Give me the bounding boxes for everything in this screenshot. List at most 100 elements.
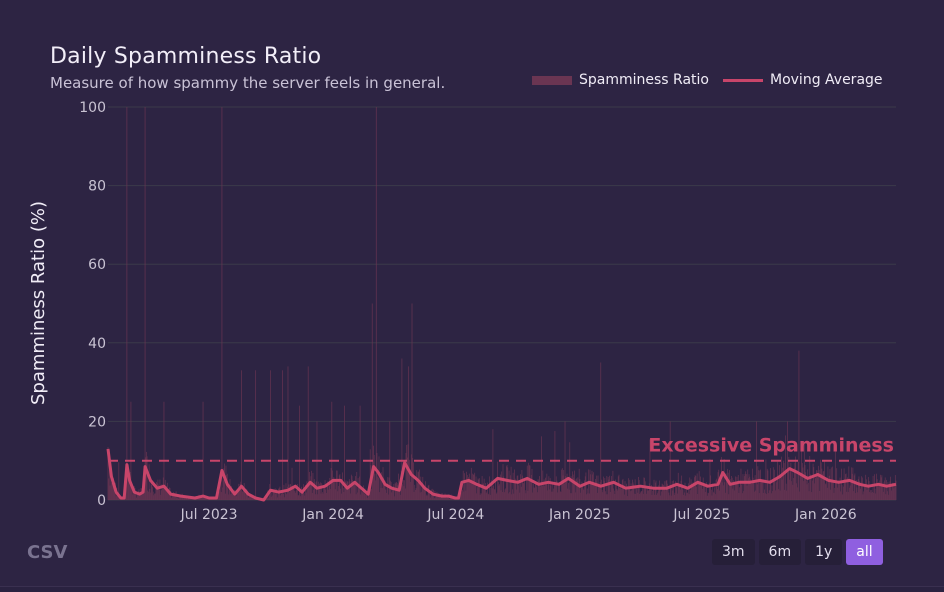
bar (765, 459, 767, 500)
bar (534, 483, 536, 500)
bar (739, 480, 741, 500)
bar (859, 481, 860, 500)
bar (836, 487, 838, 500)
bar (451, 498, 453, 500)
range-button-1y[interactable]: 1y (805, 539, 843, 565)
bar (707, 492, 709, 500)
bar (157, 479, 159, 500)
bar (537, 479, 539, 500)
bar (423, 488, 425, 500)
bar (496, 492, 498, 500)
bar (398, 490, 400, 500)
bar (890, 476, 892, 500)
bar (575, 492, 577, 500)
bar (885, 494, 887, 500)
csv-download-button[interactable]: CSV (27, 542, 68, 563)
bar (453, 498, 455, 500)
bar (497, 461, 499, 500)
bar (137, 494, 139, 500)
bar (671, 481, 673, 500)
bar (625, 490, 627, 500)
bar (811, 492, 813, 500)
bar (532, 484, 534, 500)
legend-item-spamminess-ratio[interactable]: Spamminess Ratio (532, 72, 709, 88)
bar (665, 480, 667, 500)
bar (567, 482, 569, 500)
bar (416, 470, 418, 500)
bar (737, 481, 738, 500)
bar (776, 461, 778, 500)
bar (633, 484, 635, 500)
bar (319, 483, 321, 500)
bar (508, 470, 510, 500)
bar (539, 476, 540, 500)
bar (889, 481, 891, 500)
bar (295, 490, 297, 500)
bar (828, 481, 829, 500)
bar (298, 495, 300, 500)
bar (394, 482, 396, 500)
bar (305, 484, 306, 500)
bar (452, 498, 454, 500)
bar (447, 495, 449, 500)
bar (156, 481, 157, 500)
bar (115, 496, 117, 500)
bar (686, 492, 688, 500)
bar (693, 486, 695, 500)
bar (489, 494, 491, 500)
bar (749, 479, 751, 500)
bar (591, 470, 593, 500)
bar (348, 479, 350, 500)
bar (659, 488, 661, 500)
bar (241, 370, 242, 500)
bar (241, 491, 243, 500)
bar (605, 491, 606, 500)
bar (641, 491, 643, 500)
range-button-all[interactable]: all (846, 539, 883, 565)
bar (832, 466, 834, 500)
bar (408, 366, 410, 500)
x-tick-label: Jan 2025 (548, 507, 611, 523)
bar (558, 482, 560, 500)
bar (629, 479, 631, 500)
bar (324, 480, 326, 500)
bar (891, 485, 893, 500)
bar (822, 471, 824, 500)
bar (237, 490, 239, 500)
bar (553, 485, 555, 500)
bar (508, 493, 509, 500)
bar (162, 477, 164, 500)
range-button-6m[interactable]: 6m (758, 539, 802, 565)
bar (855, 493, 856, 500)
bar (149, 488, 151, 500)
bar (714, 487, 716, 500)
bar (736, 476, 738, 500)
bar (738, 492, 740, 500)
bar (748, 474, 750, 500)
bar (768, 493, 769, 500)
legend-item-moving-average[interactable]: Moving Average (723, 72, 883, 88)
bar (694, 475, 696, 500)
bar (793, 478, 794, 500)
bar (841, 485, 843, 500)
bar (569, 442, 571, 500)
bar (277, 493, 279, 500)
bar (249, 496, 251, 500)
bar (131, 486, 132, 500)
bar (681, 475, 683, 500)
bar (522, 475, 523, 500)
bar (354, 476, 356, 500)
range-button-3m[interactable]: 3m (712, 539, 755, 565)
bar (397, 485, 399, 500)
bar (339, 474, 341, 500)
chart-subtitle: Measure of how spammy the server feels i… (50, 74, 446, 92)
bar (185, 497, 187, 500)
bar (831, 481, 833, 500)
bar (301, 492, 303, 500)
bar (478, 479, 480, 500)
bar (160, 494, 161, 500)
bar (476, 493, 478, 500)
bar (528, 465, 530, 500)
bar (855, 479, 857, 500)
bar (777, 474, 779, 500)
